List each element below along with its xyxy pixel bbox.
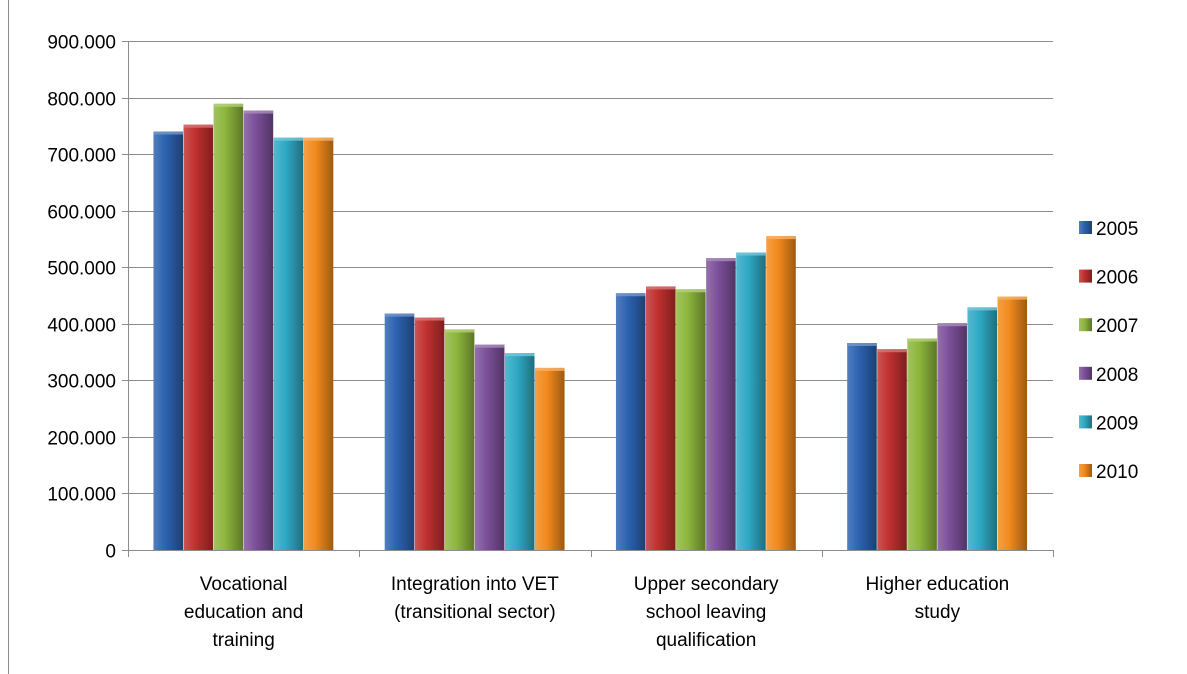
bar-top-highlight bbox=[937, 323, 967, 327]
legend-label-2005: 2005 bbox=[1096, 219, 1138, 240]
legend-swatch-2006 bbox=[1079, 269, 1092, 283]
bar-2010-cat-2 bbox=[766, 236, 796, 550]
bar-2008-cat-3 bbox=[937, 323, 967, 550]
bar-2008-cat-2 bbox=[706, 258, 736, 550]
x-category-label: Upper secondary school leaving qualificati… bbox=[634, 574, 779, 651]
bar-2006-cat-2 bbox=[646, 286, 676, 550]
bar-top-highlight bbox=[997, 296, 1028, 300]
x-category-label: Integration into VET (transitional sector… bbox=[391, 574, 559, 623]
y-tick-label: 600.000 bbox=[47, 203, 116, 224]
y-tick-label: 100.000 bbox=[47, 485, 116, 506]
bar-2009-cat-0 bbox=[273, 137, 304, 550]
y-tick-label: 700.000 bbox=[47, 146, 116, 167]
bar-top-highlight bbox=[474, 344, 505, 348]
bar-2009-cat-1 bbox=[504, 353, 535, 550]
bar-top-highlight bbox=[273, 137, 304, 141]
bar-top-highlight bbox=[676, 289, 706, 293]
legend-swatch-2009 bbox=[1079, 415, 1092, 429]
legend-swatch-2010 bbox=[1079, 464, 1092, 477]
bar-top-highlight bbox=[243, 110, 274, 114]
x-category-label: Higher education study bbox=[866, 574, 1010, 623]
bar-2008-cat-0 bbox=[243, 110, 274, 550]
bar-top-highlight bbox=[535, 367, 565, 371]
x-category-label: Vocational education and training bbox=[184, 574, 303, 651]
bar-2007-cat-3 bbox=[907, 338, 937, 550]
bar-top-highlight bbox=[213, 103, 244, 107]
bar-top-highlight bbox=[736, 252, 766, 256]
y-tick-label: 200.000 bbox=[47, 429, 116, 450]
bar-2006-cat-0 bbox=[183, 124, 214, 550]
legend-swatch-2008 bbox=[1079, 366, 1092, 380]
y-tick-label: 800.000 bbox=[47, 90, 116, 111]
legend-label-2006: 2006 bbox=[1096, 268, 1138, 289]
bar-top-highlight bbox=[153, 131, 183, 135]
bar-2010-cat-0 bbox=[303, 137, 334, 550]
bar-top-highlight bbox=[907, 338, 937, 342]
bar-top-highlight bbox=[646, 286, 676, 290]
bar-top-highlight bbox=[847, 343, 877, 347]
legend: 2005 2006 2007 2008 2009 2010 bbox=[1079, 219, 1138, 483]
legend-label-2010: 2010 bbox=[1096, 462, 1138, 483]
bar-2006-cat-1 bbox=[414, 317, 445, 550]
legend-label-2007: 2007 bbox=[1096, 316, 1138, 337]
bar-2010-cat-3 bbox=[997, 296, 1028, 550]
bar-2005-cat-3 bbox=[847, 343, 877, 550]
bar-top-highlight bbox=[414, 317, 445, 321]
bar-2008-cat-1 bbox=[474, 344, 505, 550]
bar-top-highlight bbox=[615, 293, 646, 297]
legend-swatch-2007 bbox=[1079, 318, 1092, 332]
bar-top-highlight bbox=[384, 313, 415, 317]
bar-2007-cat-2 bbox=[676, 289, 706, 550]
y-tick-labels: 0 100.000 200.000 300.000 400.000 500.000 600.… bbox=[47, 33, 116, 563]
legend-swatch-2005 bbox=[1079, 221, 1092, 234]
bar-2009-cat-2 bbox=[736, 252, 766, 550]
y-tick-label: 0 bbox=[105, 542, 116, 563]
category-labels: Vocational education and training Integrati… bbox=[184, 574, 1009, 651]
bar-2005-cat-2 bbox=[615, 293, 646, 550]
y-tick-label: 500.000 bbox=[47, 259, 116, 280]
bar-2009-cat-3 bbox=[967, 307, 997, 550]
bar-2010-cat-1 bbox=[535, 367, 565, 550]
bar-2006-cat-3 bbox=[877, 349, 907, 550]
bar-top-highlight bbox=[706, 258, 736, 262]
bar-2007-cat-0 bbox=[213, 103, 244, 550]
bar-top-highlight bbox=[766, 236, 796, 240]
axes bbox=[8, 0, 1054, 674]
bar-2007-cat-1 bbox=[444, 329, 475, 550]
bar-top-highlight bbox=[967, 307, 997, 311]
bar-top-highlight bbox=[504, 353, 535, 357]
bar-top-highlight bbox=[444, 329, 475, 333]
bar-2005-cat-1 bbox=[384, 313, 415, 550]
bar-top-highlight bbox=[303, 137, 334, 141]
bar-top-highlight bbox=[877, 349, 907, 353]
y-tick-label: 300.000 bbox=[47, 372, 116, 393]
y-tick-label: 400.000 bbox=[47, 316, 116, 337]
bar-2005-cat-0 bbox=[153, 131, 183, 551]
legend-label-2009: 2009 bbox=[1096, 413, 1138, 434]
y-tick-label: 900.000 bbox=[47, 33, 116, 54]
bars bbox=[153, 103, 1028, 551]
legend-label-2008: 2008 bbox=[1096, 365, 1138, 386]
bar-top-highlight bbox=[183, 124, 214, 128]
